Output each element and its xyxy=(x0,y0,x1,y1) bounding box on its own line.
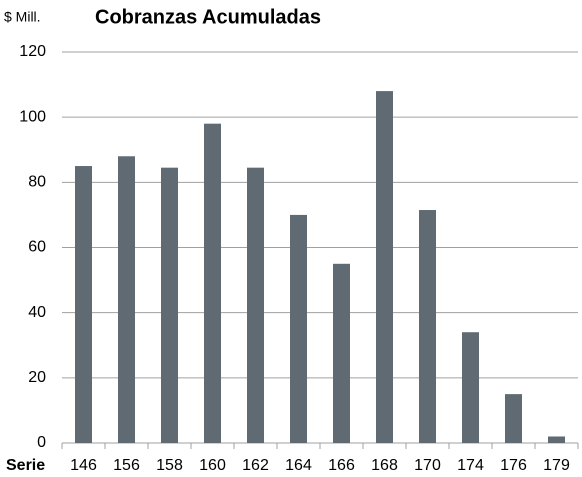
bar xyxy=(376,91,393,443)
bar xyxy=(333,263,350,443)
x-tick-label: 162 xyxy=(242,457,269,474)
y-tick-label: 100 xyxy=(19,108,46,125)
x-tick-label: 158 xyxy=(156,457,183,474)
bar xyxy=(118,156,135,443)
x-tick-label: 146 xyxy=(70,457,97,474)
y-tick-label: 80 xyxy=(28,174,46,191)
bar xyxy=(548,436,565,443)
x-tick-label: 168 xyxy=(371,457,398,474)
x-tick-label: 176 xyxy=(500,457,527,474)
bar xyxy=(75,166,92,443)
x-tick-label: 160 xyxy=(199,457,226,474)
y-tick-label: 60 xyxy=(28,239,46,256)
bar xyxy=(161,167,178,443)
bar xyxy=(204,123,221,443)
bar xyxy=(462,332,479,443)
y-tick-label: 120 xyxy=(19,43,46,60)
bar xyxy=(419,210,436,443)
x-tick-label: 170 xyxy=(414,457,441,474)
chart-title: Cobranzas Acumuladas xyxy=(95,6,321,28)
x-tick-label: 164 xyxy=(285,457,312,474)
y-tick-label: 40 xyxy=(28,304,46,321)
y-tick-label: 0 xyxy=(37,434,46,451)
x-tick-label: 179 xyxy=(543,457,570,474)
x-axis-label: Serie xyxy=(6,457,45,474)
bar xyxy=(290,214,307,443)
x-tick-label: 174 xyxy=(457,457,484,474)
bar xyxy=(247,167,264,443)
bar xyxy=(505,394,522,443)
y-tick-label: 20 xyxy=(28,369,46,386)
y-axis-label: $ Mill. xyxy=(4,9,41,25)
x-tick-label: 156 xyxy=(113,457,140,474)
x-tick-label: 166 xyxy=(328,457,355,474)
